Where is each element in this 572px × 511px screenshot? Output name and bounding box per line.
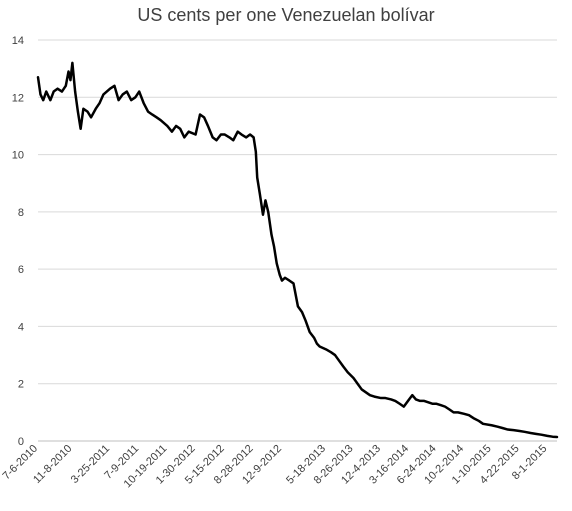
y-tick-label: 0 [18, 436, 24, 448]
y-tick-label: 6 [18, 264, 24, 276]
y-tick-labels: 0 2 4 6 8 10 12 14 [12, 35, 24, 448]
y-tick-label: 10 [12, 150, 24, 162]
chart-title: US cents per one Venezuelan bolívar [137, 5, 435, 25]
series-line [36, 61, 559, 439]
y-tick-label: 12 [12, 92, 24, 104]
y-tick-label: 8 [18, 207, 24, 219]
y-tick-label: 14 [12, 35, 24, 47]
y-tick-label: 4 [18, 321, 24, 333]
x-tick-labels: 7-6-201011-8-20103-25-20117-9-201110-19-… [0, 443, 549, 491]
series-layer [36, 61, 559, 439]
gridlines [38, 39, 557, 385]
y-tick-label: 2 [18, 379, 24, 391]
x-tick-label: 3-25-2011 [69, 443, 112, 486]
